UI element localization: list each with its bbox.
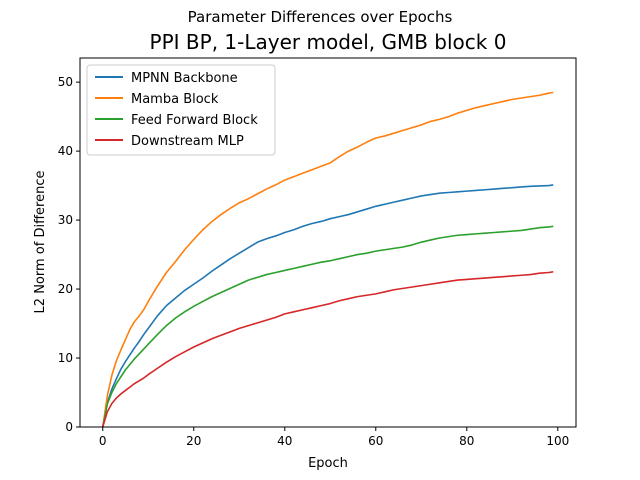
legend-label-4: Downstream MLP bbox=[131, 134, 244, 149]
y-tick-label: 0 bbox=[65, 420, 73, 434]
x-tick-label: 20 bbox=[186, 434, 201, 448]
legend-label-1: MPNN Backbone bbox=[131, 71, 238, 86]
x-tick-label: 60 bbox=[368, 434, 383, 448]
x-tick-label: 0 bbox=[99, 434, 107, 448]
series-line-4 bbox=[101, 271, 554, 428]
x-axis-label: Epoch bbox=[308, 456, 348, 471]
legend-box bbox=[86, 64, 276, 156]
legend: MPNN Backbone Mamba Block Feed Forward Blo… bbox=[86, 64, 276, 156]
x-tick-label: 40 bbox=[277, 434, 292, 448]
series-line-3 bbox=[101, 225, 554, 428]
x-tick-label: 100 bbox=[546, 434, 569, 448]
series-line-1 bbox=[101, 184, 554, 428]
plot-area-frame bbox=[79, 57, 577, 428]
series-layer bbox=[101, 91, 554, 428]
legend-label-2: Mamba Block bbox=[131, 92, 219, 107]
chart-title: PPI BP, 1-Layer model, GMB block 0 bbox=[150, 30, 507, 54]
y-tick-label: 50 bbox=[58, 75, 73, 89]
figure-suptitle: Parameter Differences over Epochs bbox=[188, 8, 453, 26]
series-line-2 bbox=[101, 91, 554, 428]
y-tick-label: 40 bbox=[58, 144, 73, 158]
y-axis-ticks: 0 10 20 30 40 50 bbox=[58, 75, 80, 434]
x-axis-ticks: 0 20 40 60 80 100 bbox=[99, 427, 569, 448]
legend-label-3: Feed Forward Block bbox=[131, 113, 258, 128]
y-axis-label: L2 Norm of Difference bbox=[33, 171, 48, 314]
y-tick-label: 30 bbox=[58, 213, 73, 227]
x-tick-label: 80 bbox=[459, 434, 474, 448]
y-tick-label: 10 bbox=[58, 351, 73, 365]
y-tick-label: 20 bbox=[58, 282, 73, 296]
